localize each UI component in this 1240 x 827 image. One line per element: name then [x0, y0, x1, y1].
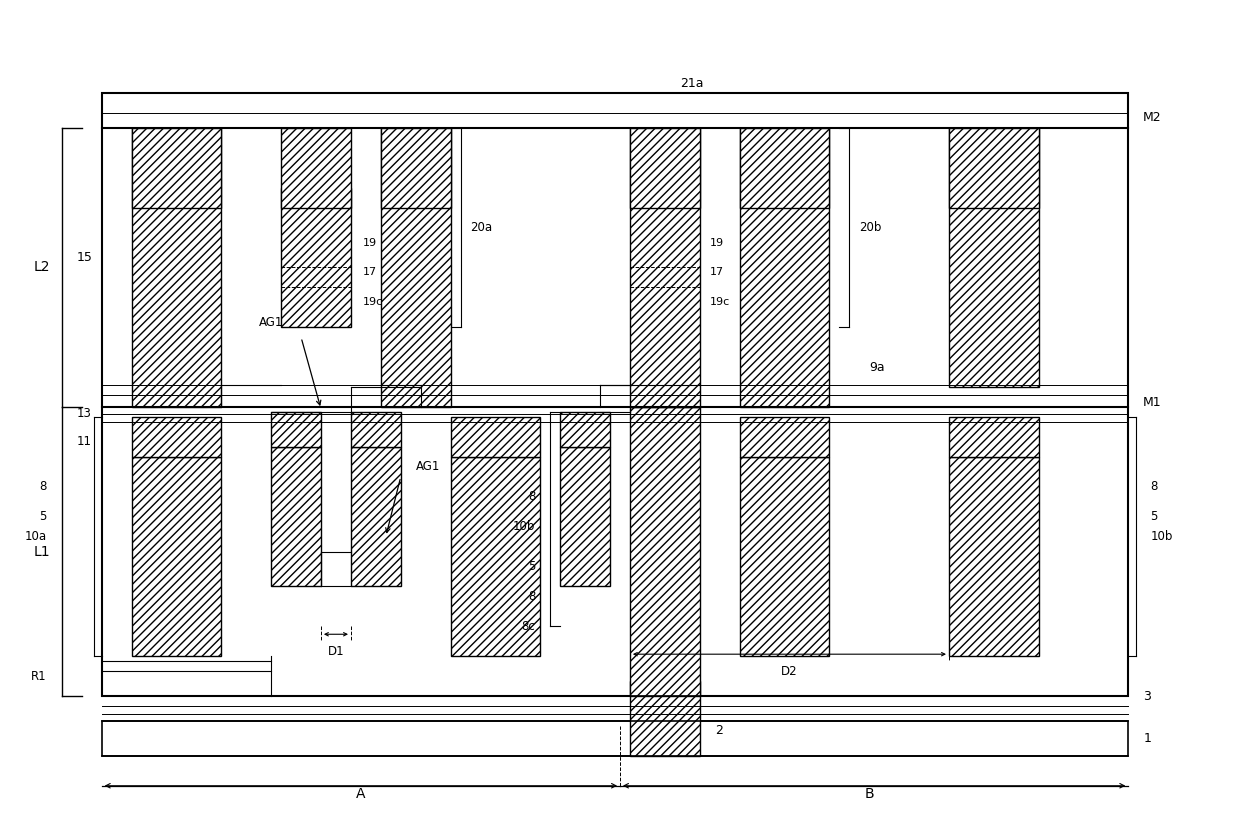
Text: 9a: 9a — [869, 361, 885, 374]
Bar — [351, 412, 401, 447]
Text: 21a: 21a — [680, 77, 703, 89]
Bar — [272, 412, 321, 447]
Text: D1: D1 — [327, 645, 345, 657]
Bar — [131, 128, 222, 407]
Text: 20a: 20a — [470, 221, 492, 234]
Text: 8: 8 — [528, 590, 536, 603]
Text: AG1: AG1 — [259, 316, 284, 329]
Text: R1: R1 — [31, 670, 47, 682]
Text: 8c: 8c — [522, 619, 536, 633]
Text: 19c: 19c — [709, 298, 730, 308]
Text: 19c: 19c — [363, 298, 383, 308]
Bar — [739, 457, 830, 656]
Text: 5: 5 — [40, 510, 47, 523]
Text: 10b: 10b — [513, 520, 536, 533]
Text: 5: 5 — [1151, 510, 1158, 523]
Text: A: A — [356, 786, 366, 801]
Bar — [630, 128, 699, 407]
Text: 13: 13 — [77, 408, 92, 420]
Bar — [131, 128, 222, 208]
Bar — [739, 417, 830, 457]
Bar — [739, 128, 830, 407]
Text: 8: 8 — [528, 490, 536, 503]
Bar — [949, 128, 1039, 208]
Bar — [102, 721, 1128, 756]
Bar — [739, 128, 830, 208]
Text: M2: M2 — [1143, 112, 1162, 125]
Bar — [131, 417, 222, 457]
Bar — [381, 128, 450, 208]
Bar — [281, 188, 351, 327]
Text: D2: D2 — [781, 665, 797, 677]
Text: AG1: AG1 — [415, 461, 440, 473]
Text: 2: 2 — [714, 724, 723, 738]
Bar — [949, 417, 1039, 457]
Bar — [381, 128, 450, 407]
Text: 19: 19 — [363, 237, 377, 247]
Bar — [102, 93, 1128, 696]
Text: 10a: 10a — [25, 530, 47, 543]
Bar — [560, 412, 610, 447]
Text: 8: 8 — [40, 480, 47, 493]
Bar — [272, 447, 321, 586]
Text: 1: 1 — [1143, 733, 1151, 745]
Text: 17: 17 — [709, 267, 724, 278]
Bar — [949, 128, 1039, 387]
Bar — [351, 447, 401, 586]
Bar — [560, 447, 610, 586]
Bar — [131, 457, 222, 656]
Bar — [281, 128, 351, 208]
Text: 8: 8 — [1151, 480, 1158, 493]
Text: 19: 19 — [709, 237, 724, 247]
Text: M1: M1 — [1143, 395, 1162, 409]
Bar — [630, 407, 699, 696]
Bar — [450, 417, 541, 457]
Text: 20b: 20b — [859, 221, 882, 234]
Text: 10b: 10b — [1151, 530, 1173, 543]
Text: 15: 15 — [77, 251, 93, 264]
Text: 3: 3 — [1143, 690, 1151, 703]
Bar — [450, 457, 541, 656]
Text: L2: L2 — [33, 261, 50, 275]
Bar — [630, 128, 699, 208]
Text: 5: 5 — [528, 560, 536, 573]
Bar — [949, 457, 1039, 656]
Text: 11: 11 — [77, 435, 92, 448]
Text: 17: 17 — [363, 267, 377, 278]
Text: L1: L1 — [33, 544, 51, 558]
Text: B: B — [864, 786, 874, 801]
Bar — [630, 681, 699, 756]
